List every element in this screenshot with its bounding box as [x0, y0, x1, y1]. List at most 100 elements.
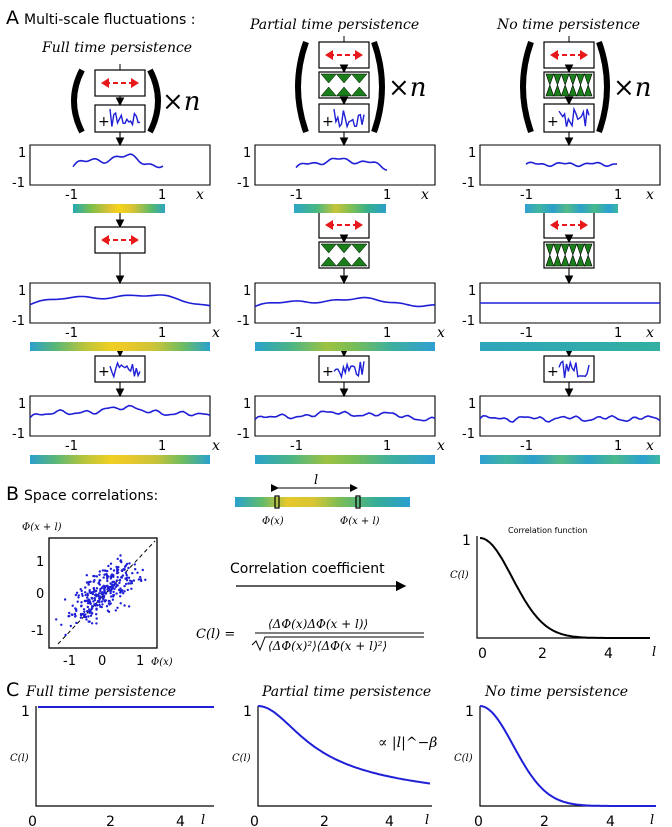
scatter-ytick: 0 — [36, 587, 44, 602]
scatter-point — [98, 573, 101, 576]
scatter-point — [95, 603, 98, 607]
c-ytick: 1 — [243, 704, 252, 720]
scatter-point — [125, 579, 129, 582]
plot-ytick: 1 — [18, 397, 26, 412]
formula-denominator: ⟨ΔΦ(x)²⟩⟨ΔΦ(x + l)²⟩ — [268, 639, 387, 653]
scatter-point — [115, 592, 118, 595]
c-axes — [35, 706, 214, 807]
plot-ytick: 1 — [243, 284, 251, 299]
scatter-point — [80, 592, 84, 596]
fluctuation-curve — [254, 296, 436, 308]
scatter-xtick: -1 — [63, 654, 76, 669]
plot-ytick: 1 — [468, 146, 476, 161]
phi-xl-label: Φ(x + l) — [340, 516, 380, 527]
scatter-point — [88, 590, 91, 594]
shift-arrow-right-head — [580, 50, 588, 60]
scatter-point — [123, 584, 126, 588]
field-colorbar — [525, 204, 618, 213]
plot-ytick: 1 — [18, 284, 26, 299]
plot-ytick: 1 — [243, 146, 251, 161]
plot-xtick: 1 — [614, 188, 622, 203]
plot-ytick: 1 — [18, 146, 26, 161]
scatter-point — [95, 575, 99, 578]
plot-frame — [29, 144, 211, 186]
scatter-point — [103, 588, 106, 591]
shift-arrow-left-head — [550, 50, 558, 60]
scatter-point — [125, 582, 128, 586]
scatter-point — [120, 576, 123, 579]
scatter-point — [63, 598, 67, 601]
times-n-label: ×n — [162, 87, 201, 117]
plus-sign: + — [322, 114, 334, 130]
shift-arrow-left-head — [101, 235, 109, 245]
plot-xtick: 1 — [383, 188, 391, 203]
plot-xtick: -1 — [290, 188, 303, 203]
scatter-point — [112, 590, 115, 594]
scatter-point — [101, 603, 104, 606]
noise-curve — [109, 108, 141, 127]
scatter-point — [102, 576, 105, 579]
scatter-xlabel: Φ(x) — [151, 657, 173, 668]
scatter-point — [85, 574, 89, 577]
c-xtick: 4 — [606, 814, 615, 827]
scatter-point — [95, 613, 98, 616]
scatter-point — [124, 564, 128, 567]
plot-xtick: -1 — [65, 188, 78, 203]
fluctuation-curve — [72, 153, 164, 169]
plot-ytick: -1 — [237, 427, 250, 442]
bracket — [371, 40, 385, 134]
plot-xvar: x — [196, 187, 204, 203]
scatter-point — [107, 587, 111, 591]
c-ylabel: C(l) — [454, 753, 473, 764]
fluctuation-curve — [29, 294, 211, 307]
scatter-point — [109, 567, 113, 570]
scatter-point — [119, 554, 122, 557]
scatter-point — [85, 618, 88, 621]
fluctuation-curve — [479, 414, 661, 423]
scatter-point — [93, 596, 96, 600]
scatter-point — [118, 581, 121, 585]
scatter-point — [98, 570, 102, 573]
scatter-point — [84, 586, 87, 589]
plot-xtick: 1 — [614, 326, 622, 341]
bracket — [596, 40, 610, 134]
scatter-point — [122, 592, 125, 595]
c-ytick: 1 — [21, 704, 30, 720]
scatter-ytick: 1 — [36, 555, 44, 570]
c-xtick: 2 — [540, 814, 549, 827]
c-axes — [479, 706, 656, 807]
scatter-point — [99, 579, 102, 582]
phi-x-label: Φ(x) — [262, 516, 284, 527]
plot-xtick: 1 — [383, 439, 391, 454]
plot-ytick: 1 — [468, 284, 476, 299]
scatter-point — [128, 562, 131, 565]
scatter-point — [74, 615, 77, 618]
corr-xtick: 4 — [604, 646, 613, 662]
scatter-point — [88, 599, 91, 602]
scatter-point — [85, 581, 89, 584]
scatter-point — [111, 598, 115, 601]
c-xtick: 0 — [250, 814, 259, 827]
c-plots: 1 C(l) 0 2 4 l 1 C(l) 0 2 4 l 1 C(l) 0 2 4 l — [10, 704, 656, 827]
plot-xtick: 1 — [614, 439, 622, 454]
column-title-partial: Partial time persistence — [249, 17, 419, 33]
corr-title: Correlation function — [508, 526, 587, 535]
panel-b-title: Space correlations: — [24, 488, 158, 504]
plot-frame — [479, 282, 661, 324]
scatter-point — [123, 604, 126, 607]
scatter-point — [100, 605, 103, 609]
c-xtick: 4 — [176, 814, 185, 827]
bracket — [295, 40, 309, 134]
scatter-point — [95, 617, 98, 620]
persistence-triangles — [351, 73, 368, 97]
scatter-point — [112, 594, 115, 597]
scatter-point — [83, 610, 86, 613]
scatter-point — [114, 585, 118, 589]
plot-xtick: 1 — [158, 326, 166, 341]
scatter-point — [92, 574, 95, 578]
plot-xtick: 1 — [158, 439, 166, 454]
scatter-point — [106, 577, 109, 580]
scatter-point — [137, 578, 141, 581]
scatter-point — [115, 565, 118, 569]
scatter-point — [71, 613, 74, 616]
